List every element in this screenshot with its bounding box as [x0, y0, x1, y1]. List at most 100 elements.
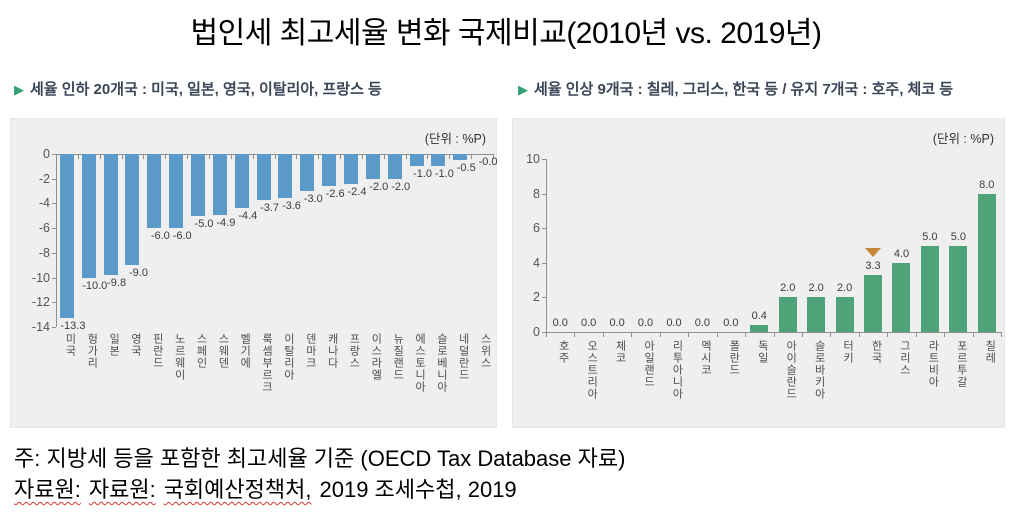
y-axis-line [546, 159, 547, 332]
x-axis-tick [801, 332, 803, 337]
x-axis-tick [915, 332, 917, 337]
x-axis-tick [972, 332, 974, 337]
x-axis-tick [427, 154, 429, 159]
x-axis-tick [449, 154, 451, 159]
x-axis-tick [716, 332, 718, 337]
footnote-source-rest: 2019 조세수첩, 2019 [319, 477, 517, 502]
x-axis-tick [143, 154, 145, 159]
bar [977, 193, 996, 332]
y-axis-tick [542, 193, 546, 195]
bar-value-label: -4.4 [238, 210, 258, 223]
y-tick-label: 4 [533, 255, 540, 270]
x-axis-tick [165, 154, 167, 159]
y-tick-label: 6 [533, 221, 540, 236]
category-label: 슬로바키아 [813, 340, 826, 400]
bar-value-label: -1.0 [434, 168, 454, 181]
category-label: 이스라엘 [369, 333, 382, 381]
bar [387, 154, 402, 179]
bar [949, 245, 968, 332]
category-label: 캐나다 [326, 333, 339, 369]
left-chart-panel: (단위 : %P) 0 -2 -4 -6 -8 -10 -12 -14 -13.3 미국 -10.0… [10, 118, 498, 428]
y-axis-tick [52, 178, 56, 180]
pointer-icon: ▶ [518, 82, 528, 97]
bar [835, 297, 854, 332]
bar-value-label: 0.0 [723, 317, 739, 329]
y-axis-tick [52, 252, 56, 254]
category-label: 리투아니아 [670, 340, 683, 400]
category-label: 독일 [756, 340, 769, 364]
page-title: 법인세 최고세율 변화 국제비교(2010년 vs. 2019년) [190, 17, 822, 50]
bar-value-label: -2.0 [369, 180, 389, 193]
x-axis-tick [471, 154, 473, 159]
category-label: 포르투갈 [955, 340, 968, 388]
right-chart-panel: (단위 : %P) 10 8 6 4 2 0 0.0 호주 0.0 오스트리아 0.0 체코 0.0 아일… [512, 118, 1005, 428]
category-label: 칠레 [983, 340, 996, 364]
bar [431, 154, 446, 167]
bar-value-label: 8.0 [979, 178, 995, 191]
footnote-source-word: 자료원: [88, 477, 156, 502]
category-label: 아일랜드 [642, 340, 655, 388]
category-label: 터키 [841, 340, 854, 364]
y-axis-tick [52, 327, 56, 329]
y-tick-label: -6 [38, 221, 50, 236]
x-axis-tick [574, 332, 576, 337]
x-axis-tick [944, 332, 946, 337]
y-tick-label: -14 [31, 320, 50, 335]
right-chart-subtitle: ▶ 세율 인상 9개국 : 칠레, 그리스, 한국 등 / 유지 7개국 : 호주… [518, 78, 953, 99]
bar [59, 154, 74, 319]
x-axis-tick [252, 154, 254, 159]
right-chart-subtitle-text: 세율 인상 9개국 : 칠레, 그리스, 한국 등 / 유지 7개국 : 호주,… [534, 81, 954, 98]
bar-value-label: 0.4 [751, 310, 767, 323]
x-axis-tick [230, 154, 232, 159]
x-axis-tick [631, 332, 633, 337]
bar-value-label: -0.0 [478, 156, 498, 168]
bar-value-label: 0.0 [666, 317, 682, 329]
x-axis-tick [830, 332, 832, 337]
bar [807, 297, 826, 332]
category-label: 오스트리아 [585, 340, 598, 400]
x-axis-tick [340, 154, 342, 159]
bar-value-label: 2.0 [836, 282, 853, 295]
y-axis-tick [542, 159, 546, 160]
x-axis-tick [383, 154, 385, 159]
x-axis-tick [773, 332, 775, 337]
y-tick-label: -12 [31, 295, 50, 310]
bar-value-label: -3.7 [260, 201, 280, 214]
y-axis-line [56, 154, 57, 327]
bar-value-label: 5.0 [922, 230, 938, 243]
bar-value-label: 0.0 [637, 317, 654, 329]
x-axis-tick [121, 154, 123, 159]
bar-value-label: 0.0 [552, 317, 568, 329]
left-chart-subtitle-text: 세율 인하 20개국 : 미국, 일본, 영국, 이탈리아, 프랑스 등 [30, 81, 382, 98]
category-label: 아이슬란드 [784, 340, 797, 400]
y-axis-tick [542, 297, 546, 299]
bar-value-label: 4.0 [893, 247, 910, 260]
x-axis-tick [274, 154, 276, 159]
bar [212, 154, 227, 215]
y-axis-tick [542, 262, 546, 264]
bar-value-label: -2.6 [325, 188, 345, 201]
bar [322, 154, 337, 187]
bar-value-label: -10.0 [82, 279, 108, 292]
bar-value-label: 5.0 [950, 230, 966, 243]
y-axis-tick [542, 228, 546, 230]
bar [864, 274, 883, 332]
bar-value-label: -6.0 [150, 230, 170, 243]
category-label: 그리스 [898, 340, 911, 376]
footnote-note: 주: 지방세 등을 포함한 최고세율 기준 (OECD Tax Database… [14, 446, 626, 471]
y-axis-tick [52, 277, 56, 279]
y-axis-tick [52, 154, 56, 155]
unit-label: (단위 : %P) [424, 132, 486, 146]
bar [365, 154, 380, 179]
category-label: 스웨덴 [216, 333, 229, 369]
footnote-source-word: 자료원: [14, 477, 81, 502]
bar [147, 154, 162, 229]
bar [778, 297, 797, 332]
bar-value-label: 3.3 [865, 259, 881, 272]
bar-value-label: 2.0 [808, 282, 824, 295]
bar [343, 154, 358, 184]
category-label: 룩셈부르크 [260, 333, 273, 393]
highlight-triangle-icon [865, 247, 882, 257]
y-axis-tick [52, 228, 56, 230]
